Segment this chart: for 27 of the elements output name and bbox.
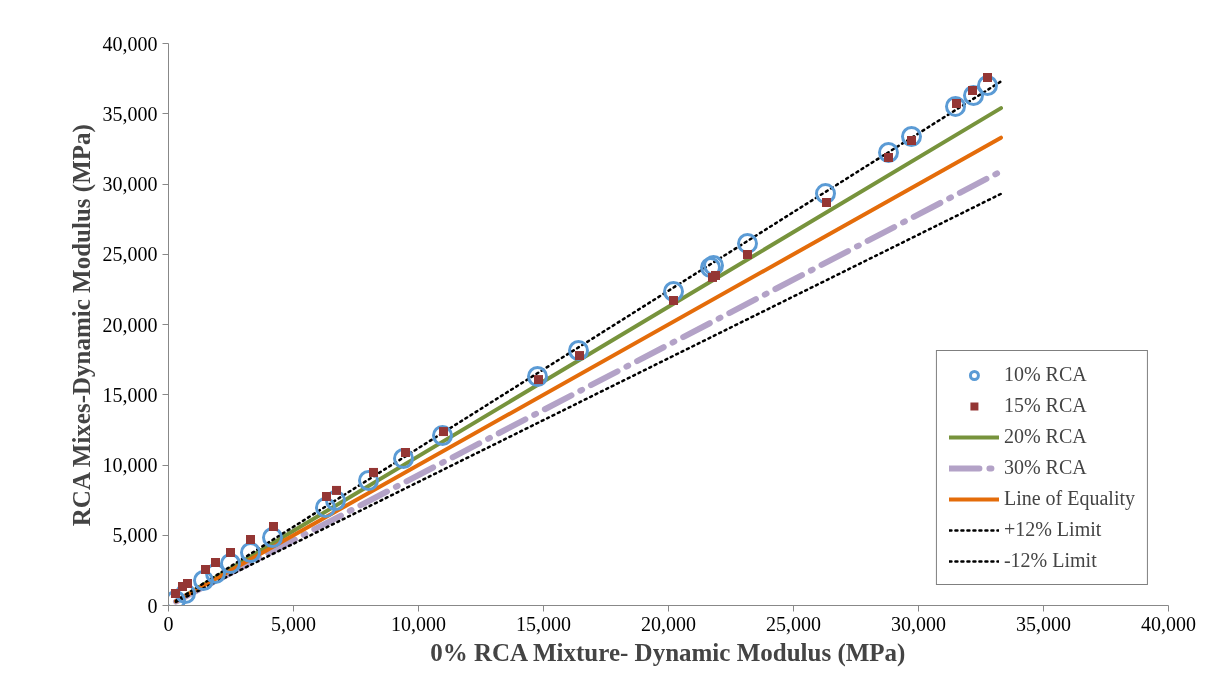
legend-label: 20% RCA <box>1003 425 1087 448</box>
legend-label: +12% Limit <box>1003 518 1102 541</box>
x-tick-label: 0 <box>163 612 174 635</box>
y-tick-label: 15,000 <box>102 383 158 406</box>
y-tick-label: 30,000 <box>102 173 158 195</box>
y-tick-label: 35,000 <box>102 102 158 125</box>
y-tick-label: 25,000 <box>102 243 158 266</box>
x-tick-label: 35,000 <box>1016 612 1071 635</box>
y-tick-label: 10,000 <box>102 454 158 476</box>
legend-label: 10% RCA <box>1003 363 1087 386</box>
legend-label: 15% RCA <box>1003 394 1087 417</box>
y-tick-label: 0 <box>147 594 158 617</box>
x-tick-label: 25,000 <box>766 612 821 635</box>
x-tick-label: 20,000 <box>641 612 696 635</box>
x-tick-label: 5,000 <box>271 612 316 635</box>
x-axis-title: 0% RCA Mixture- Dynamic Modulus (MPa) <box>430 638 906 667</box>
y-tick-label: 5,000 <box>112 524 158 547</box>
y-tick-label: 20,000 <box>102 313 158 336</box>
legend-label: 30% RCA <box>1003 456 1087 479</box>
y-tick-label: 40,000 <box>102 32 158 55</box>
legend-label: Line of Equality <box>1003 487 1135 510</box>
x-tick-label: 40,000 <box>1141 612 1196 635</box>
x-tick-label: 10,000 <box>391 612 446 635</box>
x-tick-label: 30,000 <box>891 612 946 635</box>
x-tick-label: 15,000 <box>516 612 571 635</box>
legend-label: -12% Limit <box>1003 549 1097 572</box>
y-axis-title: RCA Mixes-Dynamic Modulus (MPa) <box>67 124 96 527</box>
